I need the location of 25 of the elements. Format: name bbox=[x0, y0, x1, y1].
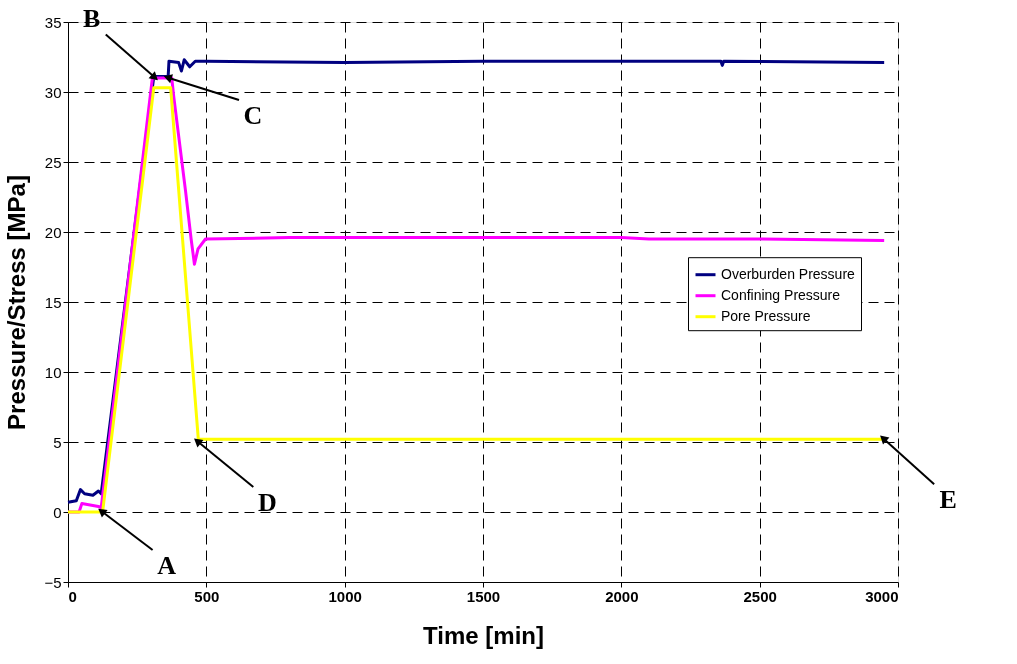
annotation: D bbox=[257, 488, 277, 517]
y-tick-label: 25 bbox=[44, 153, 62, 171]
annotation: C bbox=[243, 101, 263, 130]
annotation: E bbox=[939, 485, 957, 515]
y-tick-label: −5 bbox=[44, 573, 62, 591]
y-tick-label: 15 bbox=[44, 293, 62, 311]
y-tick-label: 20 bbox=[44, 223, 62, 241]
y-tick-label: 5 bbox=[53, 433, 62, 451]
x-tick-label: 2000 bbox=[605, 587, 639, 605]
x-tick-label: 500 bbox=[194, 587, 220, 605]
x-tick-label: 1000 bbox=[328, 587, 362, 605]
x-tick-label: 2500 bbox=[743, 587, 777, 605]
y-tick-label: 35 bbox=[44, 13, 62, 31]
annotation: A bbox=[157, 551, 177, 580]
y-axis-title: Pressure/Stress [MPa] bbox=[3, 175, 31, 430]
y-tick-label: 10 bbox=[44, 363, 62, 381]
x-tick-label: 1500 bbox=[466, 587, 501, 605]
x-axis-title: Time [min] bbox=[423, 621, 544, 649]
x-tick-label: 3000 bbox=[865, 587, 899, 605]
legend-label: Confining Pressure bbox=[721, 286, 841, 303]
y-tick-label: 30 bbox=[44, 83, 62, 101]
y-tick-label: 0 bbox=[53, 503, 62, 521]
legend-label: Overburden Pressure bbox=[721, 265, 856, 282]
legend-label: Pore Pressure bbox=[721, 307, 811, 324]
x-tick-label: 0 bbox=[68, 587, 77, 605]
